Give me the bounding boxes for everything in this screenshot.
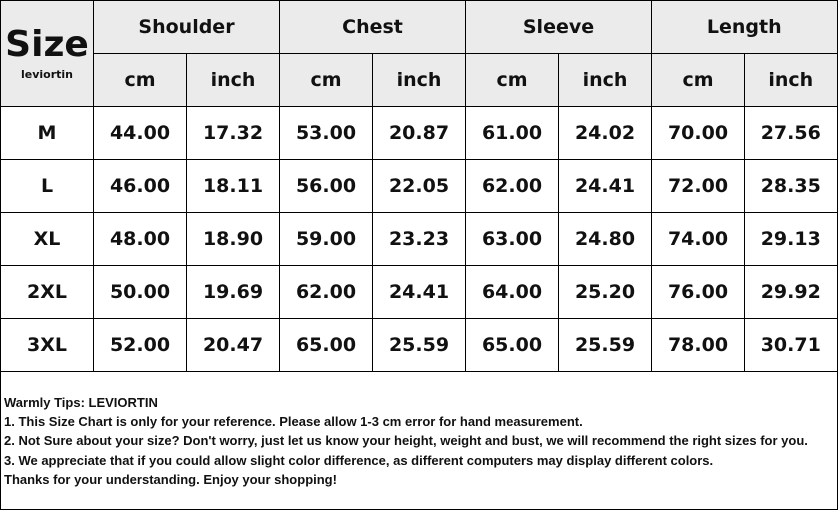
value-cell: 65.00 (280, 319, 373, 372)
value-cell: 29.92 (745, 266, 838, 319)
value-cell: 72.00 (652, 160, 745, 213)
unit-header: inch (745, 54, 838, 107)
size-label: Size (5, 24, 89, 65)
value-cell: 30.71 (745, 319, 838, 372)
size-cell: 3XL (1, 319, 94, 372)
group-header: Length (652, 1, 838, 54)
value-cell: 28.35 (745, 160, 838, 213)
value-cell: 19.69 (187, 266, 280, 319)
value-cell: 59.00 (280, 213, 373, 266)
value-cell: 63.00 (466, 213, 559, 266)
value-cell: 18.90 (187, 213, 280, 266)
value-cell: 20.87 (373, 107, 466, 160)
value-cell: 61.00 (466, 107, 559, 160)
value-cell: 24.41 (373, 266, 466, 319)
value-cell: 44.00 (94, 107, 187, 160)
unit-header: cm (466, 54, 559, 107)
value-cell: 22.05 (373, 160, 466, 213)
tips-title: Warmly Tips: LEVIORTIN (4, 395, 158, 410)
value-cell: 23.23 (373, 213, 466, 266)
unit-header: inch (559, 54, 652, 107)
size-cell: XL (1, 213, 94, 266)
value-cell: 20.47 (187, 319, 280, 372)
value-cell: 24.02 (559, 107, 652, 160)
unit-header: cm (94, 54, 187, 107)
unit-header: inch (373, 54, 466, 107)
value-cell: 50.00 (94, 266, 187, 319)
value-cell: 48.00 (94, 213, 187, 266)
value-cell: 27.56 (745, 107, 838, 160)
unit-header: cm (652, 54, 745, 107)
size-header: Size leviortin (1, 1, 94, 107)
value-cell: 24.41 (559, 160, 652, 213)
value-cell: 46.00 (94, 160, 187, 213)
value-cell: 24.80 (559, 213, 652, 266)
value-cell: 25.59 (559, 319, 652, 372)
tip-line: Thanks for your understanding. Enjoy you… (4, 471, 337, 487)
tip-line: 1. This Size Chart is only for your refe… (4, 414, 583, 430)
value-cell: 78.00 (652, 319, 745, 372)
tips: Warmly Tips: LEVIORTIN 1. This Size Char… (0, 371, 838, 510)
value-cell: 65.00 (466, 319, 559, 372)
group-header: Shoulder (94, 1, 280, 54)
value-cell: 70.00 (652, 107, 745, 160)
value-cell: 76.00 (652, 266, 745, 319)
value-cell: 53.00 (280, 107, 373, 160)
value-cell: 62.00 (280, 266, 373, 319)
group-header: Chest (280, 1, 466, 54)
unit-header: inch (187, 54, 280, 107)
group-header: Sleeve (466, 1, 652, 54)
value-cell: 62.00 (466, 160, 559, 213)
value-cell: 18.11 (187, 160, 280, 213)
value-cell: 25.59 (373, 319, 466, 372)
size-cell: L (1, 160, 94, 213)
value-cell: 56.00 (280, 160, 373, 213)
value-cell: 74.00 (652, 213, 745, 266)
unit-header: cm (280, 54, 373, 107)
size-cell: 2XL (1, 266, 94, 319)
tip-line: 2. Not Sure about your size? Don't worry… (4, 433, 808, 449)
size-cell: M (1, 107, 94, 160)
value-cell: 17.32 (187, 107, 280, 160)
value-cell: 29.13 (745, 213, 838, 266)
tip-line: 3. We appreciate that if you could allow… (4, 452, 714, 468)
value-cell: 52.00 (94, 319, 187, 372)
brand: leviortin (20, 68, 73, 81)
value-cell: 25.20 (559, 266, 652, 319)
value-cell: 64.00 (466, 266, 559, 319)
